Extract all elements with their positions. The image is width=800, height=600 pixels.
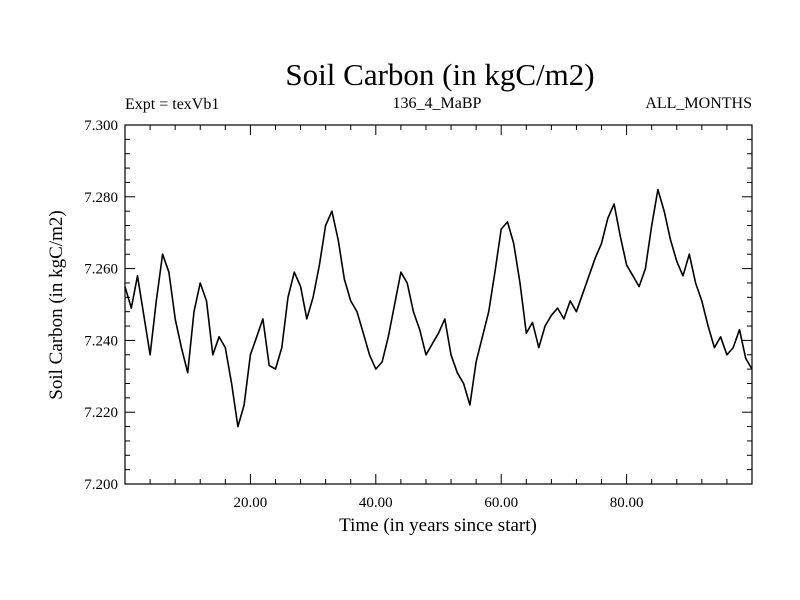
months-label: ALL_MONTHS <box>645 95 752 112</box>
y-axis-label: Soil Carbon (in kgC/m2) <box>46 210 67 399</box>
x-tick-label: 20.00 <box>234 495 268 511</box>
y-tick-label: 7.240 <box>84 333 118 349</box>
y-tick-label: 7.220 <box>84 405 118 421</box>
x-axis-label: Time (in years since start) <box>339 515 537 536</box>
series-line <box>124 188 753 428</box>
x-tick-label: 80.00 <box>610 495 644 511</box>
y-tick-label: 7.260 <box>84 262 118 278</box>
plot-frame <box>124 124 753 485</box>
y-tick-label: 7.300 <box>84 118 118 134</box>
period-label: 136_4_MaBP <box>393 95 482 112</box>
experiment-label: Expt = texVb1 <box>125 96 219 113</box>
x-tick-label: 60.00 <box>484 495 518 511</box>
chart-title: Soil Carbon (in kgC/m2) <box>285 57 594 92</box>
x-tick-label: 40.00 <box>359 495 393 511</box>
y-tick-label: 7.200 <box>84 477 118 493</box>
y-tick-label: 7.280 <box>84 190 118 206</box>
y-axis: 7.200 7.220 7.240 7.260 7.280 7.300 <box>84 118 752 493</box>
series-group <box>124 188 753 428</box>
x-axis: 20.00 40.00 60.00 80.00 <box>124 125 753 511</box>
